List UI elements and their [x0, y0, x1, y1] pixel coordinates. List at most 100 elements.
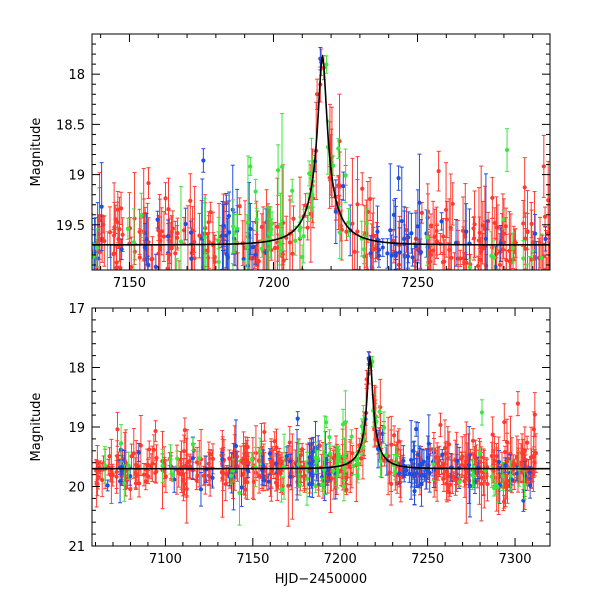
data-point-green: [467, 265, 473, 270]
data-point-blue: [406, 235, 411, 240]
data-point-blue: [143, 245, 148, 250]
data-point-blue: [119, 247, 124, 252]
data-point-red: [444, 217, 449, 222]
data-point-red: [206, 220, 211, 225]
data-point-green: [483, 468, 488, 473]
y-tick-label: 18: [68, 68, 85, 83]
data-point-red: [451, 282, 455, 286]
data-point-red: [146, 474, 151, 479]
data-point-green: [160, 463, 165, 468]
data-point-red: [462, 463, 468, 469]
data-point-red: [540, 273, 544, 277]
data-point-red: [512, 239, 517, 244]
top-panel-y-tick-labels: 18 18.5 19 19.5: [56, 68, 85, 234]
data-point-blue: [415, 224, 420, 229]
data-point-red: [100, 477, 105, 483]
data-point-red: [184, 463, 189, 468]
data-point-red: [404, 227, 409, 233]
data-point-green: [330, 163, 336, 168]
data-point-blue: [455, 458, 460, 463]
data-point-red: [541, 164, 546, 169]
data-point-red: [149, 257, 154, 262]
data-point-green: [324, 62, 329, 67]
data-point-red: [167, 239, 172, 244]
data-point-green: [234, 226, 240, 231]
data-point-blue: [380, 245, 385, 250]
x-tick-label: 7200: [324, 552, 357, 567]
data-point-red: [494, 251, 499, 257]
data-point-red: [94, 481, 99, 487]
data-point-red: [490, 195, 495, 200]
data-point-red: [194, 460, 200, 465]
data-point-red: [480, 223, 485, 228]
data-point-red: [173, 251, 178, 256]
data-point-red: [550, 264, 554, 268]
data-point-red: [494, 225, 499, 230]
data-point-green: [361, 247, 367, 252]
top-panel-y-axis-title: Magnitude: [29, 118, 44, 187]
data-point-green: [313, 484, 318, 489]
data-point-red: [107, 454, 112, 459]
data-point-red: [137, 255, 142, 260]
data-point-red: [331, 455, 336, 461]
data-point-blue: [439, 219, 444, 224]
data-point-blue: [528, 483, 533, 488]
y-tick-label: 19: [68, 421, 85, 436]
data-point-red: [456, 256, 461, 261]
data-point-red: [392, 433, 397, 438]
data-point-red: [432, 234, 437, 239]
data-point-green: [245, 220, 251, 225]
data-point-green: [322, 453, 327, 458]
data-point-red: [505, 483, 510, 488]
data-point-red: [525, 440, 530, 445]
data-point-red: [419, 210, 424, 215]
y-tick-label: 21: [68, 540, 85, 555]
data-point-blue: [415, 452, 421, 457]
top-panel: 7150 7200 7250 18 18.5 19 19.5 Magnitude: [29, 33, 554, 291]
data-point-red: [201, 473, 206, 478]
data-point-red: [368, 196, 373, 202]
data-point-red: [440, 260, 446, 265]
data-point-red: [128, 487, 133, 492]
data-point-red: [115, 427, 120, 432]
data-point-red: [118, 206, 124, 211]
data-point-blue: [419, 482, 424, 487]
data-point-green: [125, 226, 130, 231]
data-point-green: [335, 459, 340, 464]
data-point-blue: [226, 213, 231, 219]
data-point-red: [212, 254, 217, 260]
data-point-blue: [496, 459, 502, 465]
data-point-red: [291, 216, 296, 221]
data-point-red: [452, 270, 456, 274]
data-point-blue: [393, 253, 398, 258]
data-point-red: [97, 237, 102, 243]
data-point-green: [267, 231, 272, 236]
data-point-red: [442, 445, 448, 451]
data-point-green: [257, 449, 263, 454]
data-point-red: [159, 229, 164, 234]
data-point-blue: [250, 244, 256, 250]
data-point-red: [438, 422, 443, 428]
data-point-green: [244, 245, 250, 250]
data-point-red: [184, 486, 189, 492]
data-point-red: [435, 461, 441, 466]
data-point-blue: [394, 281, 398, 285]
data-point-blue: [201, 158, 206, 163]
data-point-red: [245, 444, 250, 450]
data-point-green: [479, 410, 485, 415]
data-point-red: [197, 233, 202, 238]
data-point-green: [297, 482, 302, 487]
data-point-red: [275, 224, 280, 229]
data-point-red: [150, 461, 155, 466]
data-point-green: [190, 442, 195, 447]
data-point-red: [350, 451, 355, 456]
data-point-red: [490, 432, 495, 437]
y-tick-label: 18: [68, 362, 85, 377]
data-point-blue: [210, 475, 215, 480]
data-point-red: [545, 275, 549, 279]
data-point-blue: [543, 236, 548, 242]
data-point-blue: [117, 479, 123, 484]
data-point-blue: [412, 473, 417, 478]
data-point-red: [224, 471, 229, 477]
